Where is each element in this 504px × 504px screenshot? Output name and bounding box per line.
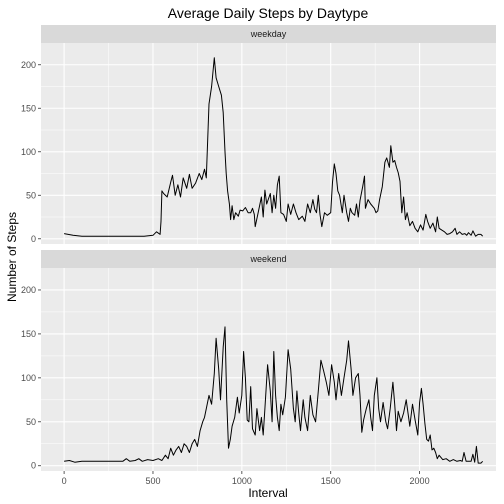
y-tick-label: 50 (26, 190, 36, 200)
strip-background (41, 25, 496, 43)
y-tick-label: 100 (21, 147, 36, 157)
x-tick-label: 2000 (410, 476, 430, 486)
y-tick-label: 150 (21, 103, 36, 113)
series-line-weekend (64, 326, 484, 464)
y-tick-label: 0 (31, 234, 36, 244)
panel-weekday: weekday 0 50 100 150 200 (21, 25, 496, 244)
x-axis-label: Interval (248, 486, 287, 500)
y-axis-label: Number of Steps (5, 212, 19, 302)
y-tick-label: 0 (31, 461, 36, 471)
strip-background (41, 250, 496, 268)
x-tick-label: 1000 (232, 476, 252, 486)
y-tick-label: 50 (26, 417, 36, 427)
y-tick-label: 150 (21, 329, 36, 339)
panel-background (41, 43, 496, 244)
y-tick-label: 200 (21, 60, 36, 70)
x-tick-label: 1500 (321, 476, 341, 486)
y-tick-label: 100 (21, 373, 36, 383)
x-tick-label: 0 (62, 476, 67, 486)
y-tick-label: 200 (21, 285, 36, 295)
strip-label-weekday: weekday (250, 29, 287, 39)
strip-label-weekend: weekend (249, 254, 286, 264)
x-tick-label: 500 (145, 476, 160, 486)
chart-title: Average Daily Steps by Daytype (168, 5, 369, 21)
series-line-weekday (64, 57, 484, 237)
